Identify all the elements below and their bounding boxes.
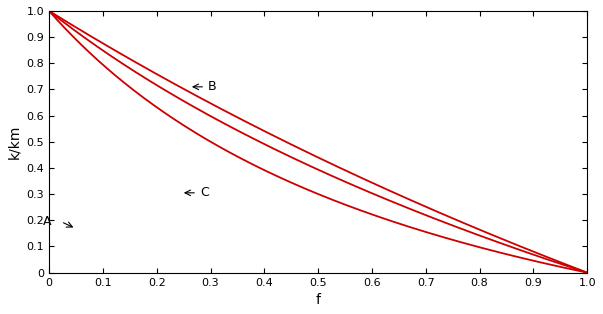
- Text: B: B: [208, 80, 216, 93]
- Text: A: A: [43, 215, 52, 228]
- Y-axis label: k/km: k/km: [7, 125, 21, 159]
- X-axis label: f: f: [316, 293, 321, 307]
- Text: C: C: [200, 186, 209, 199]
